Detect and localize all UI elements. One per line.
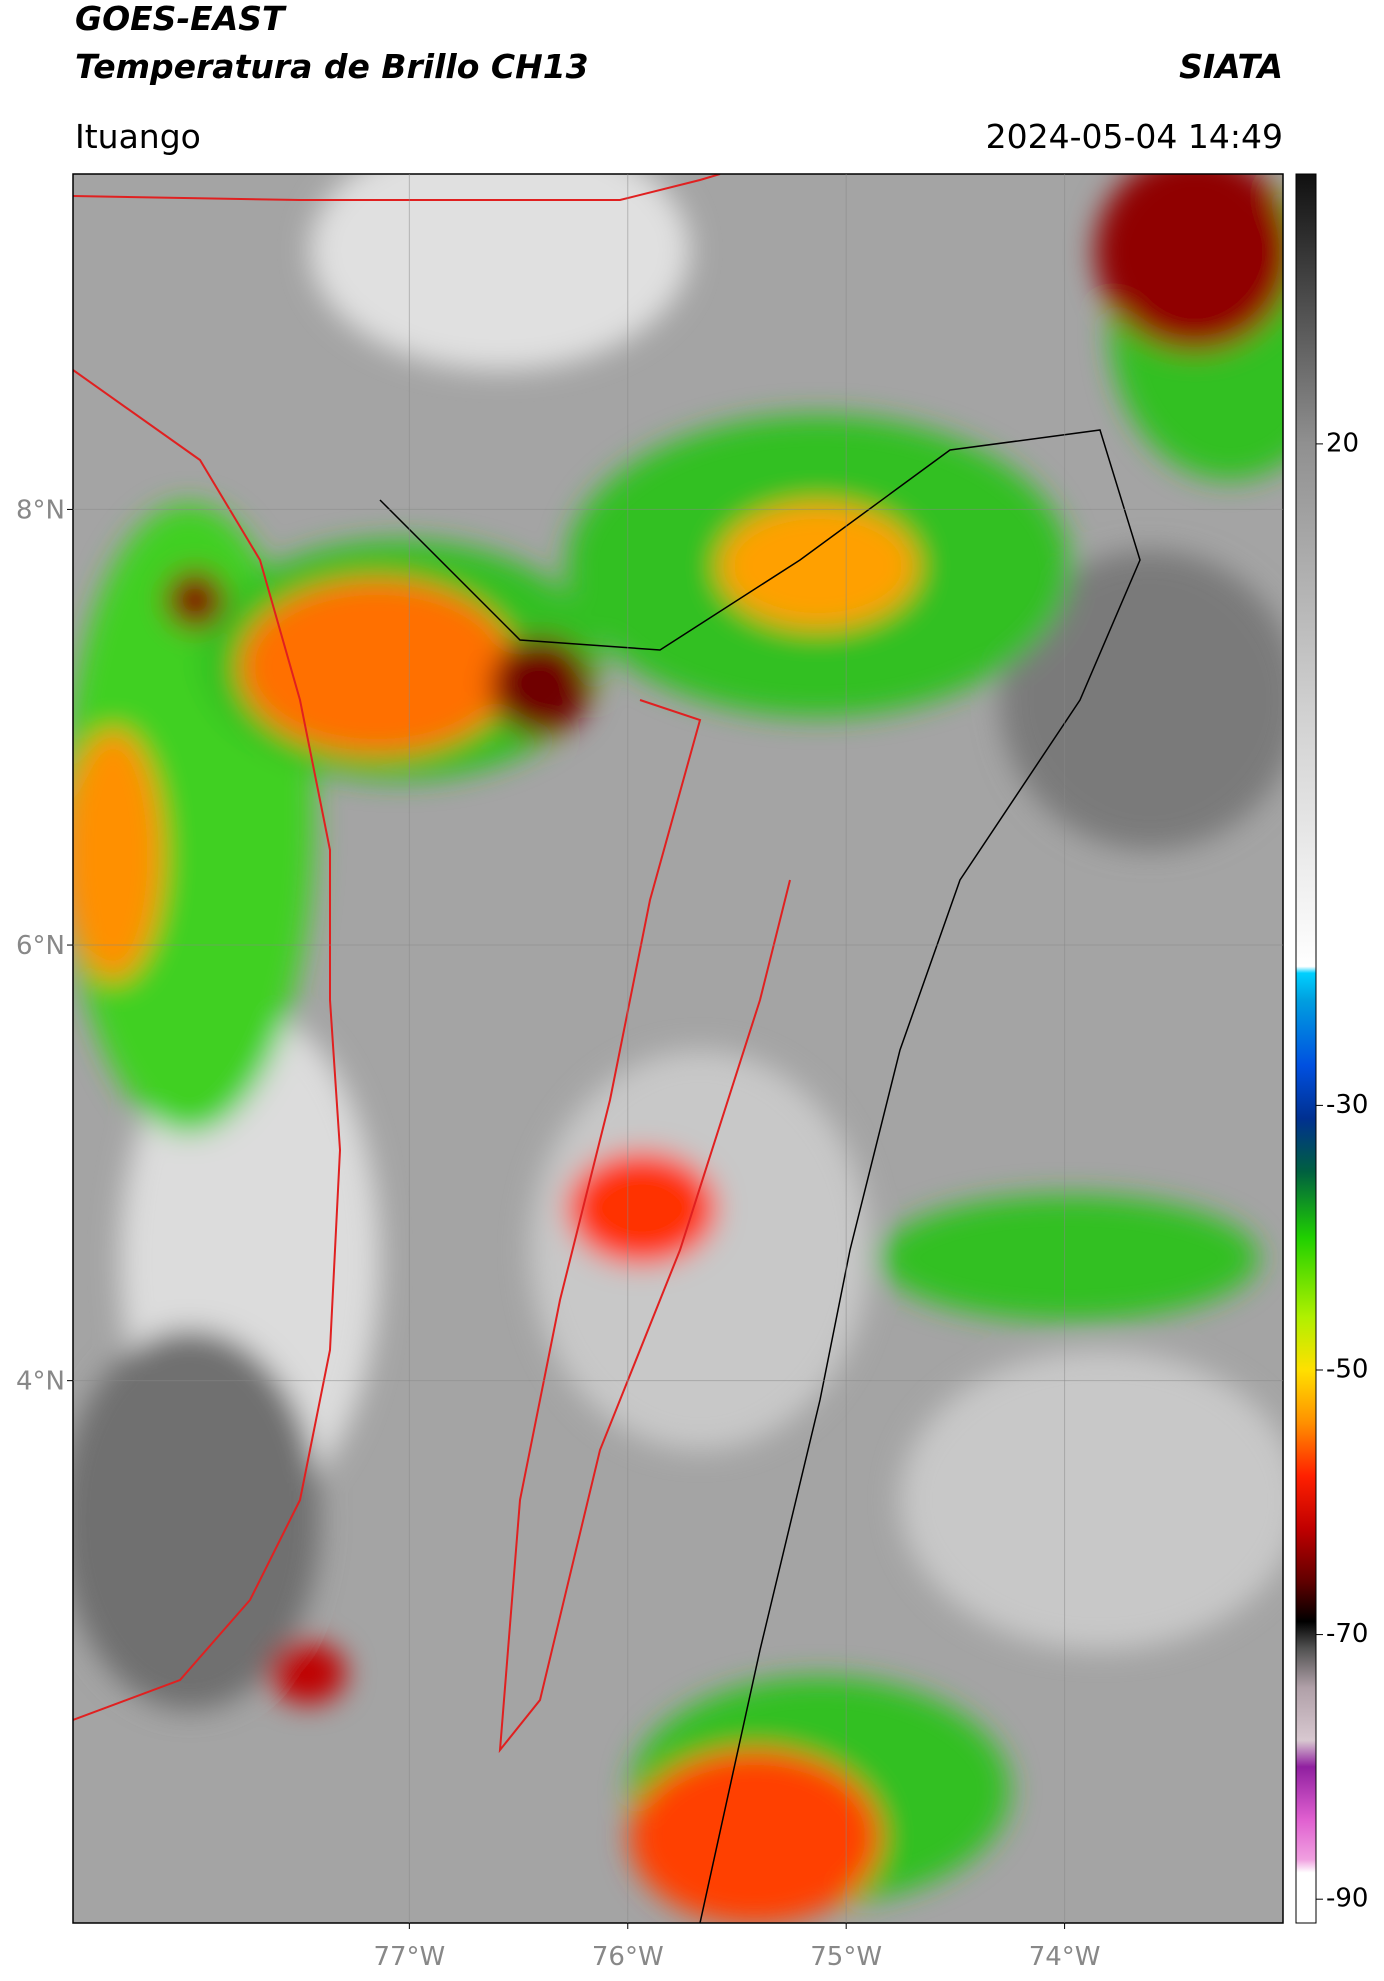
subtitle: Temperatura de Brillo CH13 (75, 47, 589, 86)
source: SIATA (1179, 47, 1283, 86)
cloud (73, 1330, 320, 1710)
region-border (498, 699, 791, 1754)
admin-border (379, 429, 1141, 1923)
x-tick-label: 77°W (373, 1942, 445, 1972)
cloud (1095, 174, 1283, 352)
datetime: 2024-05-04 14:49 (986, 117, 1283, 156)
cloud (239, 579, 515, 755)
cloud (718, 503, 918, 629)
colorbar-tick-label: -30 (1326, 1090, 1368, 1120)
x-tick-label: 74°W (1029, 1942, 1101, 1972)
colorbar (1295, 173, 1317, 1924)
cloud (900, 1350, 1283, 1650)
cloud (629, 1749, 881, 1923)
cloud (1000, 550, 1283, 850)
cloud (567, 1151, 717, 1265)
satellite-image (73, 174, 1283, 1923)
title: GOES-EAST (75, 0, 287, 38)
cloud (530, 1050, 870, 1450)
cloud (491, 636, 591, 736)
cloud (165, 570, 225, 630)
map-frame (72, 173, 1284, 1924)
cloud (879, 1195, 1259, 1321)
y-tick-label: 6°N (16, 931, 65, 961)
x-tick-label: 76°W (592, 1942, 664, 1972)
cloud (310, 174, 690, 370)
cloud (270, 1642, 346, 1704)
cloud (73, 729, 163, 981)
colorbar-tick-label: -70 (1326, 1619, 1368, 1649)
x-tick-label: 75°W (810, 1942, 882, 1972)
coastline (73, 369, 342, 1721)
y-tick-label: 8°N (16, 495, 65, 525)
colorbar-tick-label: -50 (1326, 1354, 1368, 1384)
location: Ituango (75, 117, 201, 156)
y-tick-label: 4°N (16, 1367, 65, 1397)
coastline (73, 174, 721, 201)
colorbar-tick-label: 20 (1326, 428, 1359, 458)
cloud-field (73, 174, 1283, 1923)
colorbar-tick-label: -90 (1326, 1884, 1368, 1914)
